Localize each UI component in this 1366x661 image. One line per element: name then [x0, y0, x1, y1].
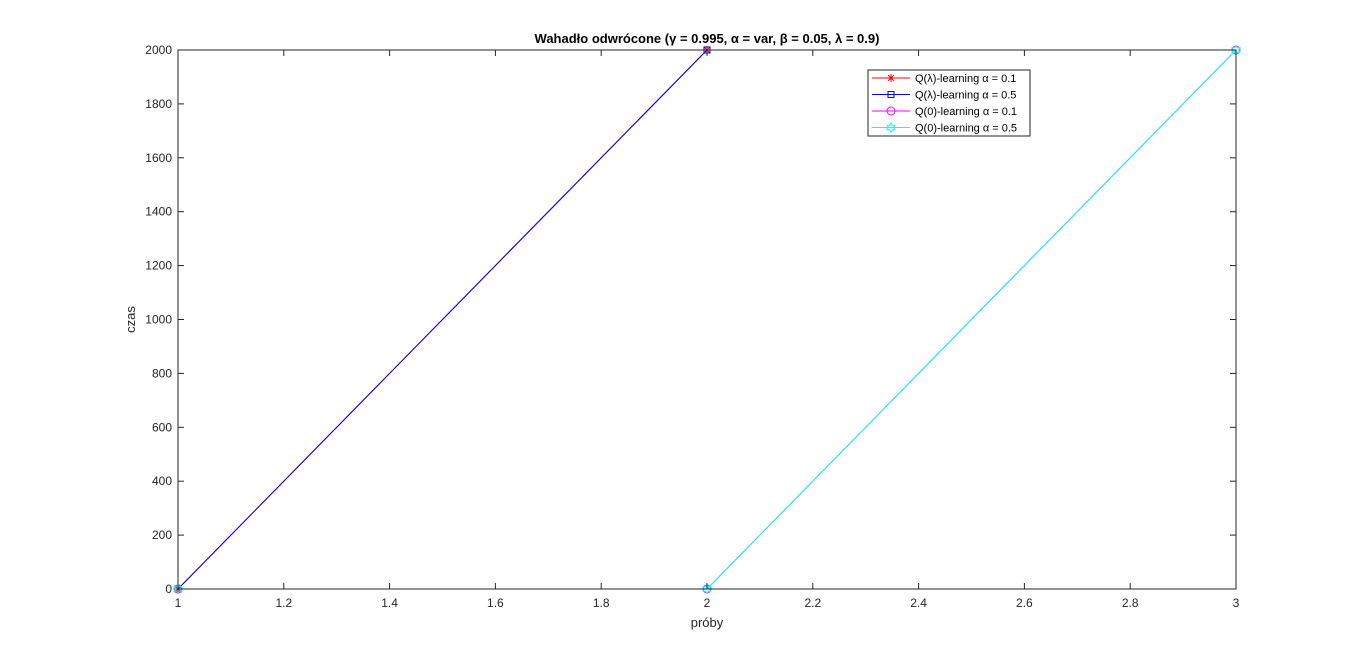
y-tick-label: 0: [165, 582, 172, 596]
legend-marker: [887, 91, 895, 98]
chart-title: Wahadło odwrócone (γ = 0.995, α = var, β…: [535, 31, 880, 46]
x-tick-label: 2.2: [804, 596, 821, 610]
legend-item: Q(λ)-learning α = 0.1: [872, 73, 1016, 85]
y-tick-label: 1000: [145, 313, 172, 327]
legend[interactable]: Q(λ)-learning α = 0.1 Q(λ)-learning α = 0…: [867, 69, 1031, 137]
legend-items: Q(λ)-learning α = 0.1 Q(λ)-learning α = 0…: [872, 73, 1017, 135]
x-tick-label: 1.8: [593, 596, 610, 610]
legend-marker-shape: [887, 91, 895, 98]
x-tick-label: 1.2: [275, 596, 292, 610]
legend-label: Q(0)-learning α = 0.1: [915, 106, 1017, 118]
tick-layer: 1 1.2 1.4 1.6 1.8 2 2.2 2.4 2.6 2.8 3 0 200 400 600 800…: [145, 43, 1239, 610]
y-tick-label: 200: [152, 528, 172, 542]
series-line: [177, 49, 708, 590]
series-point: [173, 583, 183, 595]
legend-marker-shape: [886, 122, 896, 133]
y-tick-label: 1800: [145, 97, 172, 111]
legend-item: Q(0)-learning α = 0.1: [872, 106, 1017, 118]
plot-area: [178, 50, 1236, 589]
x-tick-label: 2.6: [1016, 596, 1033, 610]
x-tick-label: 1.6: [487, 596, 504, 610]
series-point-shape: [702, 583, 712, 595]
legend-item: Q(λ)-learning α = 0.5: [872, 90, 1016, 102]
legend-marker-shape: [886, 106, 896, 116]
series-point-shape: [173, 583, 183, 595]
y-tick-label: 2000: [145, 43, 172, 57]
y-tick-label: 1400: [145, 205, 172, 219]
y-axis-label: czas: [123, 306, 138, 333]
y-tick-label: 1200: [145, 259, 172, 273]
x-tick-label: 3: [1233, 596, 1240, 610]
y-tick-label: 800: [152, 366, 172, 380]
legend-label: Q(0)-learning α = 0.5: [915, 123, 1017, 135]
legend-label: Q(λ)-learning α = 0.5: [915, 90, 1016, 102]
x-tick-label: 2.4: [910, 596, 927, 610]
x-tick-label: 2: [704, 596, 711, 610]
legend-label: Q(λ)-learning α = 0.1: [915, 73, 1016, 85]
y-tick-label: 600: [152, 420, 172, 434]
legend-marker: [886, 122, 896, 133]
y-tick-label: 400: [152, 474, 172, 488]
y-tick-label: 1600: [145, 151, 172, 165]
series-point: [702, 583, 712, 595]
legend-item: Q(0)-learning α = 0.5: [872, 122, 1017, 135]
x-tick-label: 2.8: [1122, 596, 1139, 610]
legend-marker: [886, 106, 896, 116]
legend-marker-stroke: [887, 74, 895, 82]
x-tick-label: 1: [175, 596, 182, 610]
legend-marker: [887, 74, 895, 82]
x-axis-label: próby: [691, 615, 724, 630]
x-tick-label: 1.4: [381, 596, 398, 610]
